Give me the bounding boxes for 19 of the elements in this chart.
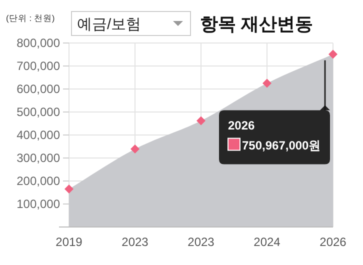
y-tick-label: 600,000 <box>16 82 60 96</box>
x-tick-label: 2019 <box>56 235 83 249</box>
x-tick-label: 2024 <box>254 235 281 249</box>
tooltip: 2026 750,967,000원 <box>219 60 330 164</box>
y-axis-title: (단위 : 천원) <box>6 13 55 23</box>
y-tick-label: 500,000 <box>16 105 60 119</box>
annotation: 750,967,000원 <box>242 138 321 152</box>
chart-subtitle: 예금/보험 <box>77 16 142 33</box>
y-tick-label: 700,000 <box>16 59 60 73</box>
chart-title: 항목 재산변동 <box>200 14 314 34</box>
y-tick-label: 800,000 <box>16 36 60 50</box>
y-tick-label: 200,000 <box>16 174 60 188</box>
y-tick-label: 400,000 <box>16 128 60 142</box>
x-tick-label: 2023 <box>122 235 149 249</box>
x-tick-label: 2026 <box>320 235 347 249</box>
y-tick-label: 100,000 <box>16 197 60 211</box>
x-tick-label: 2023 <box>188 235 215 249</box>
y-tick-label: 300,000 <box>16 151 60 165</box>
dropdown: 예금/보험 <box>71 11 191 36</box>
